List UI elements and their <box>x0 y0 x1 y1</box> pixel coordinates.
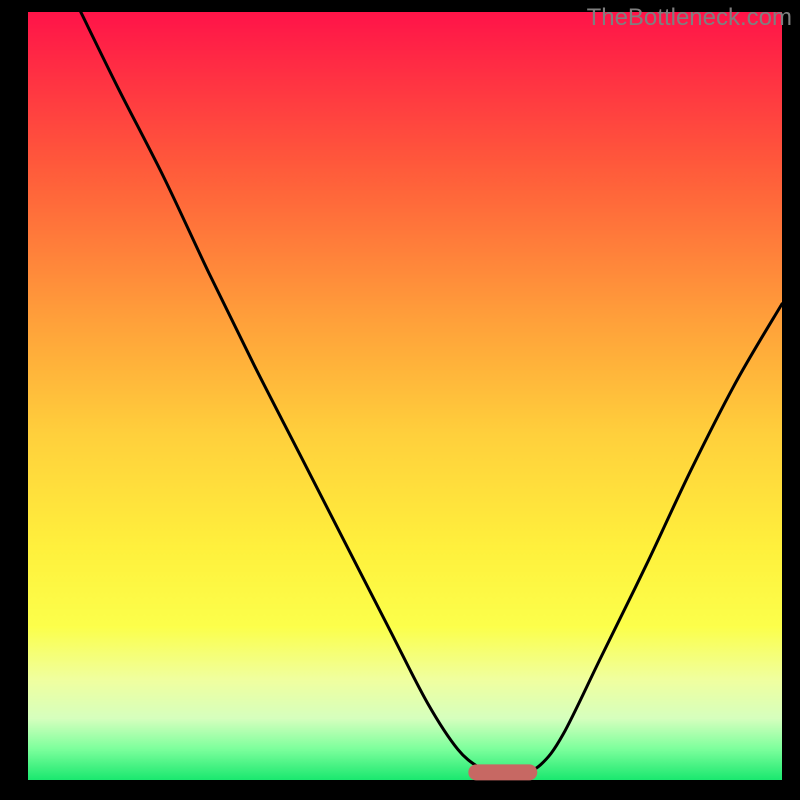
watermark-text: TheBottleneck.com <box>587 4 792 32</box>
chart-plot-area <box>28 12 782 780</box>
bottleneck-curve <box>28 12 782 780</box>
optimal-range-marker <box>468 765 537 780</box>
